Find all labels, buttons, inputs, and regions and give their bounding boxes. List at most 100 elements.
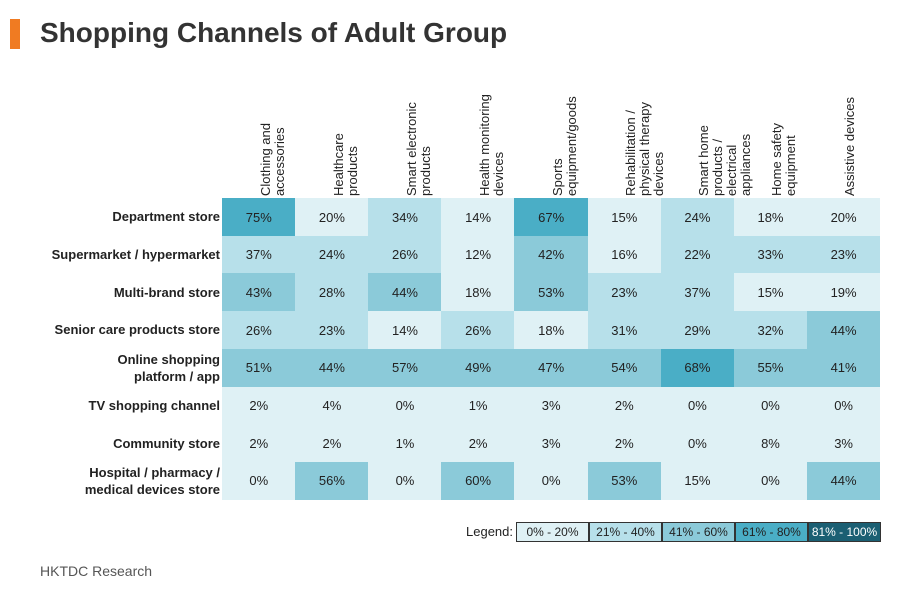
heatmap-cell: 1% xyxy=(441,386,515,425)
column-header-label: Smart electronic products xyxy=(403,102,433,196)
heatmap-cell: 14% xyxy=(441,198,515,237)
heatmap-cell: 23% xyxy=(806,235,881,274)
heatmap-cell: 56% xyxy=(295,461,369,501)
heatmap-cell: 54% xyxy=(587,348,662,387)
heatmap-cell: 68% xyxy=(660,348,735,387)
heatmap-cell: 2% xyxy=(222,424,296,463)
legend-entry: 21% - 40% xyxy=(589,522,662,542)
heatmap-cell: 37% xyxy=(660,273,735,312)
heatmap-cell: 19% xyxy=(806,273,881,312)
heatmap-cell: 60% xyxy=(441,461,515,501)
column-header: Clothing and accessories xyxy=(222,80,295,198)
heatmap-cell: 28% xyxy=(295,273,369,312)
heatmap-cell: 3% xyxy=(514,424,588,463)
heatmap-cell: 20% xyxy=(806,198,881,237)
heatmap-cell: 0% xyxy=(733,461,808,501)
heatmap-cell: 0% xyxy=(806,386,881,425)
heatmap-cell: 18% xyxy=(514,311,588,350)
heatmap-cell: 4% xyxy=(295,386,369,425)
heatmap-cell: 22% xyxy=(660,235,735,274)
heatmap-cell: 44% xyxy=(368,273,442,312)
heatmap-cell: 2% xyxy=(587,424,662,463)
heatmap-cell: 2% xyxy=(222,386,296,425)
heatmap-cell: 43% xyxy=(222,273,296,312)
heatmap-cell: 55% xyxy=(733,348,808,387)
heatmap-cell: 26% xyxy=(441,311,515,350)
heatmap-cell: 0% xyxy=(660,424,735,463)
heatmap-cell: 34% xyxy=(368,198,442,237)
row-label: Supermarket / hypermarket xyxy=(51,247,220,263)
heatmap-cell: 44% xyxy=(806,311,881,350)
row-label: Community store xyxy=(113,435,220,451)
heatmap-cell: 18% xyxy=(733,198,808,237)
heatmap-cell: 2% xyxy=(441,424,515,463)
legend-entry: 0% - 20% xyxy=(516,522,589,542)
heatmap-cell: 42% xyxy=(514,235,588,274)
heatmap-cell: 32% xyxy=(733,311,808,350)
column-header: Smart home products / electrical applian… xyxy=(661,80,753,198)
heatmap-cell: 44% xyxy=(806,461,881,501)
heatmap-cell: 41% xyxy=(806,348,881,387)
source-credit: HKTDC Research xyxy=(40,563,153,579)
column-header: Health monitoring devices xyxy=(441,80,514,198)
heatmap-cell: 8% xyxy=(733,424,808,463)
legend-entry: 61% - 80% xyxy=(735,522,808,542)
legend-entry: 41% - 60% xyxy=(662,522,735,542)
heatmap-cell: 3% xyxy=(514,386,588,425)
heatmap-cell: 15% xyxy=(660,461,735,501)
heatmap-cell: 53% xyxy=(514,273,588,312)
column-header-label: Sports equipment/goods xyxy=(549,96,579,196)
column-header: Assistive devices xyxy=(807,80,880,198)
heatmap-cell: 12% xyxy=(441,235,515,274)
heatmap-cell: 0% xyxy=(733,386,808,425)
row-label: Senior care products store xyxy=(54,322,220,338)
heatmap-cell: 24% xyxy=(660,198,735,237)
heatmap-cell: 23% xyxy=(587,273,662,312)
column-header-label: Clothing and accessories xyxy=(257,123,287,196)
column-header-label: Home safety equipment xyxy=(769,123,799,196)
heatmap-cell: 24% xyxy=(295,235,369,274)
column-header: Healthcare products xyxy=(295,80,368,198)
heatmap-cell: 75% xyxy=(222,198,296,237)
row-label: TV shopping channel xyxy=(88,397,220,413)
heatmap-cell: 0% xyxy=(660,386,735,425)
heatmap-cell: 49% xyxy=(441,348,515,387)
heatmap-cell: 51% xyxy=(222,348,296,387)
heatmap-cell: 31% xyxy=(587,311,662,350)
heatmap-cell: 0% xyxy=(514,461,588,501)
heatmap-cell: 26% xyxy=(222,311,296,350)
title-accent-bar xyxy=(10,19,20,49)
column-header: Home safety equipment xyxy=(734,80,807,198)
heatmap-cell: 37% xyxy=(222,235,296,274)
heatmap-cell: 0% xyxy=(368,461,442,501)
column-header-label: Assistive devices xyxy=(842,97,858,196)
heatmap-cell: 1% xyxy=(368,424,442,463)
heatmap-cell: 2% xyxy=(587,386,662,425)
heatmap-cell: 44% xyxy=(295,348,369,387)
row-label: Department store xyxy=(112,209,220,225)
heatmap-cell: 3% xyxy=(806,424,881,463)
column-header-label: Health monitoring devices xyxy=(476,94,506,196)
heatmap-cell: 33% xyxy=(733,235,808,274)
heatmap-cell: 15% xyxy=(587,198,662,237)
row-label: Multi-brand store xyxy=(113,284,220,300)
heatmap-cell: 15% xyxy=(733,273,808,312)
column-header: Smart electronic products xyxy=(368,80,441,198)
heatmap-cell: 16% xyxy=(587,235,662,274)
heatmap-cell: 2% xyxy=(295,424,369,463)
heatmap-cell: 26% xyxy=(368,235,442,274)
page-title: Shopping Channels of Adult Group xyxy=(40,17,508,48)
heatmap-cell: 23% xyxy=(295,311,369,350)
column-header: Rehabilitation / physical therapy device… xyxy=(588,80,666,198)
column-header: Sports equipment/goods xyxy=(514,80,587,198)
legend-entry: 81% - 100% xyxy=(808,522,881,542)
heatmap-cell: 14% xyxy=(368,311,442,350)
heatmap-cell: 0% xyxy=(222,461,296,501)
heatmap-cell: 53% xyxy=(587,461,662,501)
row-label: Hospital / pharmacy / medical devices st… xyxy=(84,464,220,497)
legend-label: Legend: xyxy=(466,524,513,539)
heatmap-cell: 67% xyxy=(514,198,588,237)
column-header-label: Healthcare products xyxy=(330,133,360,196)
heatmap-cell: 29% xyxy=(660,311,735,350)
heatmap-cell: 20% xyxy=(295,198,369,237)
